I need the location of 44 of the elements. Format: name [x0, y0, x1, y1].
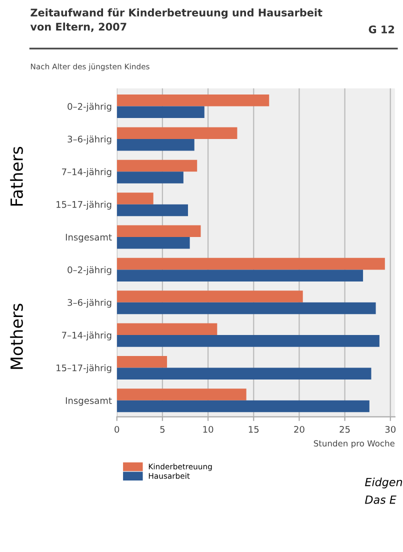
text: Eidgen: [365, 478, 402, 488]
text: G 12: [368, 26, 394, 34]
bar: [116, 270, 364, 282]
bar: [116, 225, 201, 238]
y-tick-label: 0–2-jährig: [68, 102, 112, 112]
bar: [116, 204, 188, 216]
x-tick-label: 30: [385, 426, 396, 433]
x-tick-label: 20: [294, 426, 304, 433]
y-tick-label: 0–2-jährig: [68, 266, 112, 276]
y-tick-label: 15–17-jährig: [56, 200, 112, 210]
x-tick-label: 25: [340, 426, 350, 433]
x-tick-label: 5: [160, 426, 165, 433]
bar: [116, 290, 303, 302]
bar: [116, 127, 238, 139]
bar: [116, 138, 194, 151]
bar: [116, 335, 380, 347]
bar: [116, 192, 154, 204]
bar: [116, 258, 385, 270]
bar: [116, 94, 270, 106]
y-tick-label: 7–14-jährig: [62, 168, 112, 177]
bar: [116, 172, 184, 184]
bar: [116, 237, 190, 249]
y-tick-label: 15–17-jährig: [56, 364, 112, 374]
bar: [116, 356, 168, 368]
bar: [116, 368, 372, 380]
bar: [116, 388, 246, 400]
bar: [116, 302, 376, 314]
bar: [116, 160, 198, 172]
text: Fathers: [10, 146, 23, 206]
x-axis-title: Stunden pro Woche: [314, 440, 394, 448]
bar: [116, 400, 370, 412]
bar: [116, 106, 204, 118]
y-tick-label: Insgesamt: [66, 397, 112, 406]
y-tick-label: 3–6-jährig: [68, 136, 112, 144]
y-tick-label: 3–6-jährig: [68, 298, 112, 308]
bar: [116, 323, 218, 336]
y-tick-label: 7–14-jährig: [62, 332, 112, 340]
x-tick-label: 10: [203, 426, 214, 433]
chart-title: Zeitaufwand für Kinderbetreuung und Hausarbeit von Eltern, 2007: [30, 8, 322, 32]
text: Mothers: [10, 304, 23, 369]
text: Das E: [365, 496, 396, 504]
y-tick-label: Insgesamt: [66, 234, 112, 242]
x-tick-label: 15: [248, 426, 259, 433]
x-tick-label: 0: [114, 426, 120, 433]
